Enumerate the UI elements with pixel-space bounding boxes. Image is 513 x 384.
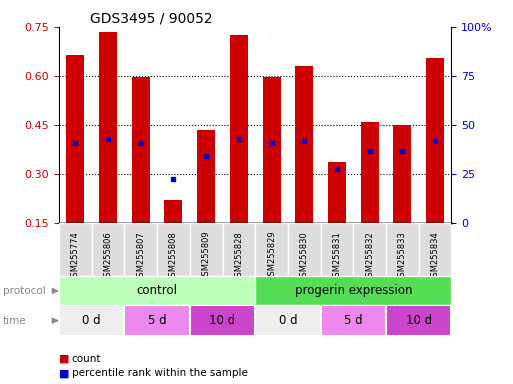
Bar bbox=[124, 305, 190, 336]
Text: GDS3495 / 90052: GDS3495 / 90052 bbox=[90, 12, 213, 26]
Bar bbox=[386, 305, 451, 336]
Bar bbox=[263, 78, 281, 223]
Bar bbox=[361, 121, 379, 223]
Text: protocol: protocol bbox=[3, 286, 45, 296]
Bar bbox=[190, 305, 255, 336]
Bar bbox=[66, 55, 84, 223]
Text: GSM255808: GSM255808 bbox=[169, 231, 178, 281]
Text: 0 d: 0 d bbox=[279, 314, 297, 327]
Bar bbox=[59, 223, 92, 276]
Bar bbox=[190, 223, 223, 276]
Bar bbox=[426, 58, 444, 223]
Bar bbox=[255, 305, 321, 336]
Bar bbox=[223, 223, 255, 276]
Text: percentile rank within the sample: percentile rank within the sample bbox=[72, 368, 248, 378]
Text: 5 d: 5 d bbox=[148, 314, 166, 327]
Text: GSM255774: GSM255774 bbox=[71, 231, 80, 281]
Text: GSM255806: GSM255806 bbox=[104, 231, 112, 281]
Text: GSM255832: GSM255832 bbox=[365, 231, 374, 281]
Bar bbox=[59, 276, 255, 305]
Bar bbox=[157, 223, 190, 276]
Text: count: count bbox=[72, 354, 102, 364]
Bar bbox=[288, 223, 321, 276]
Text: GSM255830: GSM255830 bbox=[300, 231, 309, 281]
Text: GSM255809: GSM255809 bbox=[202, 231, 211, 281]
Bar bbox=[197, 130, 215, 223]
Text: ■: ■ bbox=[59, 368, 69, 378]
Text: GSM255828: GSM255828 bbox=[234, 231, 243, 281]
Bar bbox=[393, 125, 411, 223]
Bar bbox=[328, 162, 346, 223]
Bar bbox=[321, 223, 353, 276]
Bar bbox=[419, 223, 451, 276]
Bar bbox=[124, 223, 157, 276]
Text: ■: ■ bbox=[59, 354, 69, 364]
Bar bbox=[132, 78, 150, 223]
Bar bbox=[255, 276, 451, 305]
Bar bbox=[321, 305, 386, 336]
Bar bbox=[230, 35, 248, 223]
Bar bbox=[59, 305, 124, 336]
Text: 10 d: 10 d bbox=[406, 314, 432, 327]
Bar bbox=[353, 223, 386, 276]
Text: 5 d: 5 d bbox=[344, 314, 363, 327]
Bar bbox=[99, 32, 117, 223]
Text: GSM255829: GSM255829 bbox=[267, 231, 276, 281]
Text: 0 d: 0 d bbox=[83, 314, 101, 327]
Bar bbox=[255, 223, 288, 276]
Bar bbox=[92, 223, 125, 276]
Text: GSM255831: GSM255831 bbox=[332, 231, 342, 281]
Text: GSM255834: GSM255834 bbox=[430, 231, 440, 281]
Bar bbox=[386, 223, 419, 276]
Text: GSM255833: GSM255833 bbox=[398, 231, 407, 281]
Text: control: control bbox=[136, 285, 177, 297]
Text: 10 d: 10 d bbox=[209, 314, 235, 327]
Text: time: time bbox=[3, 316, 26, 326]
Text: progerin expression: progerin expression bbox=[294, 285, 412, 297]
Bar bbox=[165, 200, 183, 223]
Bar bbox=[295, 66, 313, 223]
Text: GSM255807: GSM255807 bbox=[136, 231, 145, 281]
